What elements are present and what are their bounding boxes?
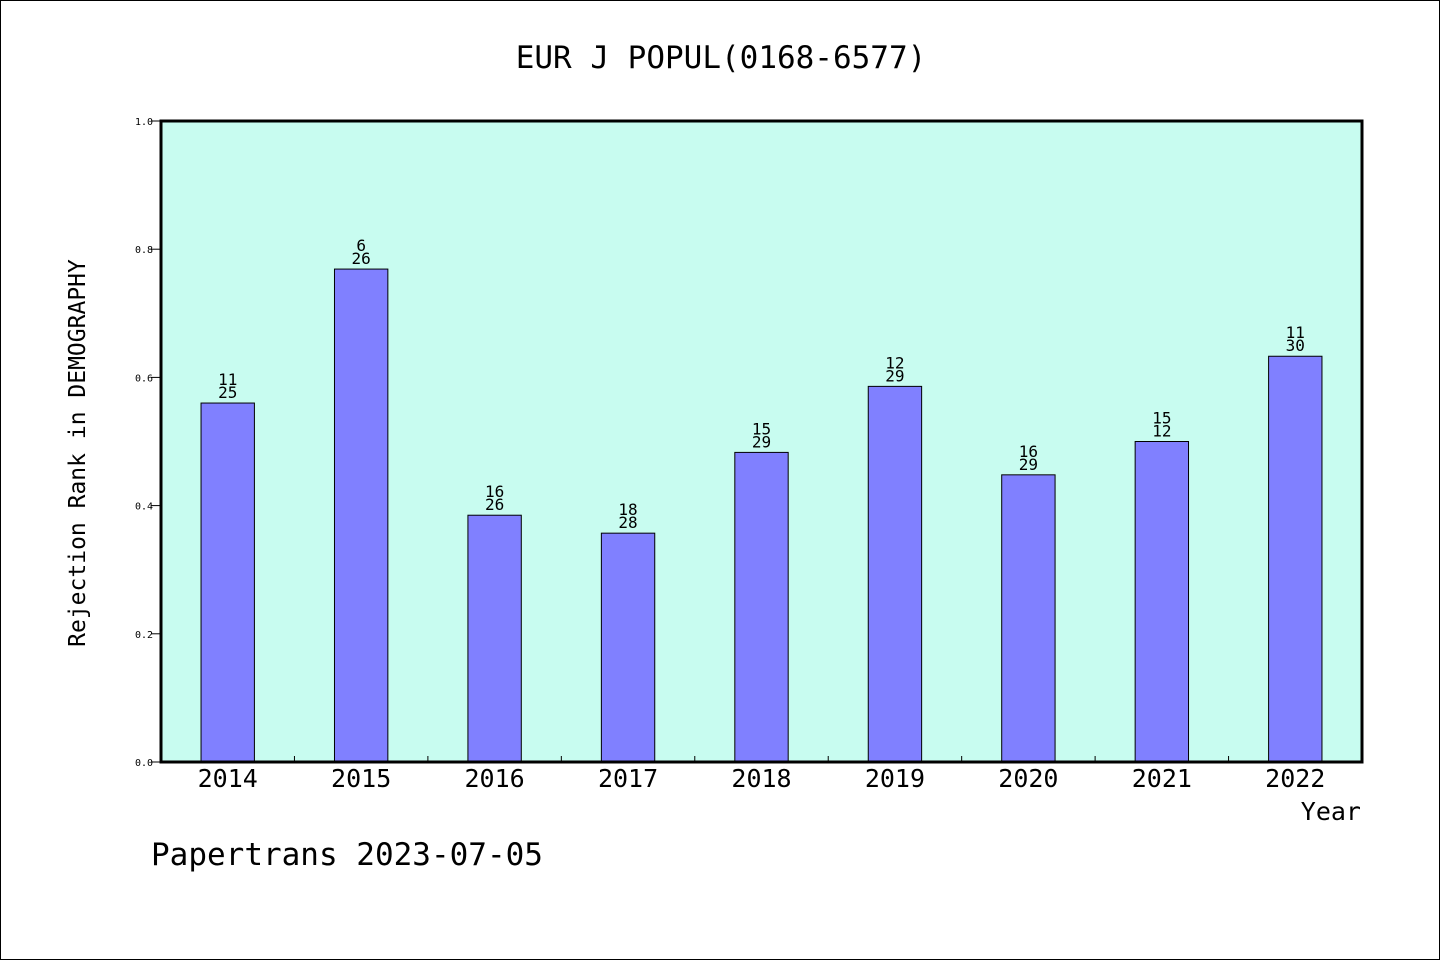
bar: [867, 385, 923, 763]
x-axis-label: Year: [1301, 797, 1361, 826]
x-tick-label: 2018: [731, 764, 791, 793]
bar-data-label: 12: [885, 353, 904, 372]
x-tick-label: 2017: [598, 764, 658, 793]
y-axis: 0.0 0.2 0.4 0.6 0.8 1.0: [135, 117, 161, 769]
chart-title: EUR J POPUL(0168-6577): [516, 40, 927, 76]
y-tick-label: 0.8: [135, 245, 153, 256]
bar-data-label: 28: [618, 513, 637, 532]
x-tick-label: 2022: [1265, 764, 1325, 793]
bar-data-label: 26: [485, 495, 504, 514]
bar-data-label: 26: [352, 249, 371, 268]
bar-data-label: 29: [752, 432, 771, 451]
bar-data-label: 16: [1019, 442, 1038, 461]
bar: [1268, 355, 1323, 763]
bar: [333, 268, 389, 763]
x-tick-label: 2021: [1132, 764, 1192, 793]
x-tick-label: 2015: [331, 764, 391, 793]
y-tick-label: 1.0: [135, 117, 153, 128]
x-tick-label: 2014: [198, 764, 258, 793]
bar: [200, 402, 255, 763]
bar: [734, 451, 789, 763]
y-tick-label: 0.0: [135, 758, 153, 769]
x-tick-label: 2016: [465, 764, 525, 793]
bar-data-label: 15: [752, 419, 771, 438]
bar-data-label: 6: [356, 236, 366, 255]
bar-data-label: 16: [485, 482, 504, 501]
bar: [600, 532, 656, 763]
plot-border: [159, 119, 1364, 764]
y-tick-label: 0.2: [135, 630, 153, 641]
bar: [1001, 474, 1056, 763]
y-tick-label: 0.6: [135, 373, 153, 384]
bar-data-label: 11: [218, 370, 237, 389]
bar-data-label: 11: [1286, 323, 1305, 342]
y-tick-label: 0.4: [135, 502, 153, 513]
y-axis-label: Rejection Rank in DEMOGRAPHY: [65, 259, 91, 647]
bar-data-label: 18: [618, 500, 637, 519]
bar-data-label: 29: [1019, 455, 1038, 474]
x-tick-label: 2020: [998, 764, 1058, 793]
x-axis: 2014 2015 2016 2017 2018 2019 2020 2021 2022: [198, 756, 1325, 793]
x-tick-label: 2019: [865, 764, 925, 793]
bar-data-label: 15: [1152, 409, 1171, 428]
footer-credit: Papertrans 2023-07-05: [151, 837, 543, 873]
bar-data-label: 29: [885, 366, 904, 385]
bar: [1134, 441, 1190, 763]
bar: [467, 514, 522, 763]
bar-data-label: 12: [1152, 422, 1171, 441]
bar-data-label: 30: [1286, 336, 1305, 355]
bar-data-label: 25: [218, 383, 237, 402]
